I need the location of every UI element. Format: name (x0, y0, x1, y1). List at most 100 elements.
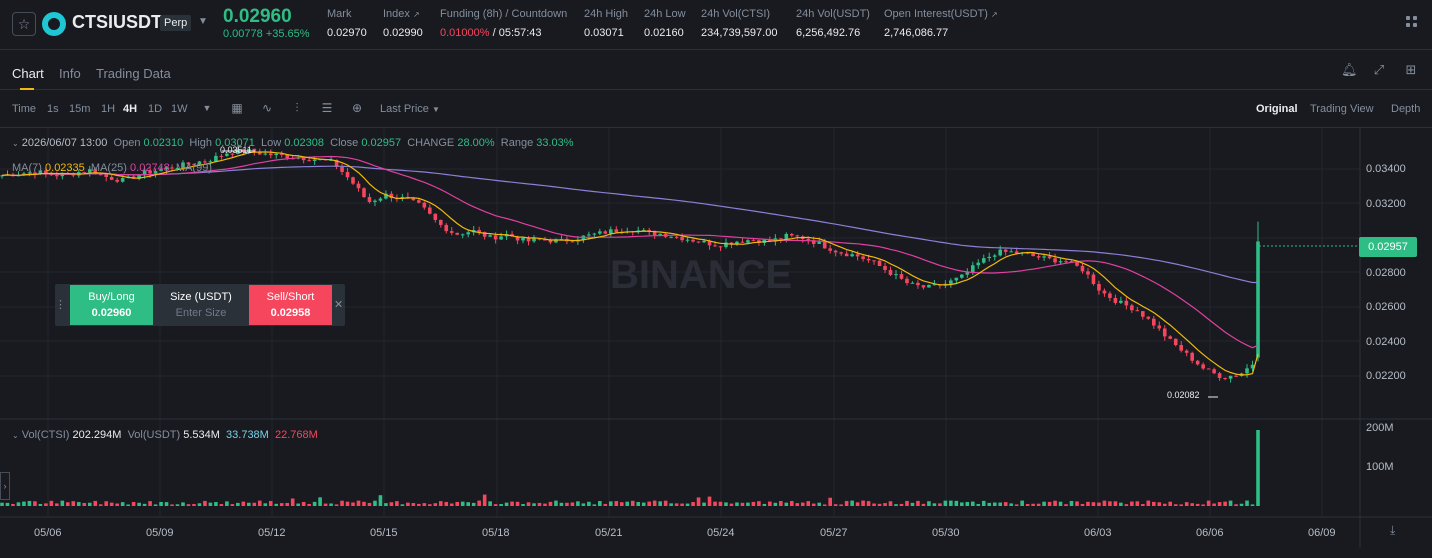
volume-bar (724, 502, 728, 506)
volume-bar (669, 503, 673, 506)
volume-bar (455, 501, 460, 506)
interval-4h[interactable]: 4H (123, 103, 138, 115)
vol-ma2-value: 22.768M (274, 429, 318, 441)
vol-usdt-label: Vol(USDT) (127, 429, 181, 441)
line-chart-icon[interactable]: ∿ (261, 101, 273, 115)
interval-1h[interactable]: 1H (101, 103, 116, 115)
volume-bar (82, 502, 87, 506)
candlestick-chart[interactable]: BINANCE (0, 128, 1432, 548)
candle-body (1058, 261, 1063, 263)
candle-body (543, 239, 547, 241)
symbol-name[interactable]: CTSIUSDT (72, 12, 162, 32)
candle-body (252, 148, 257, 153)
candles (0, 145, 1260, 383)
volume-bar (126, 504, 130, 506)
vol-usdt-value: 5.534M (183, 429, 220, 441)
volume-bar (230, 504, 235, 506)
active-tab-underline (20, 88, 34, 90)
candle-body (1036, 256, 1041, 258)
stat-value: 234,739,597.00 (701, 27, 778, 39)
more-grid-icon[interactable] (1406, 16, 1418, 28)
volume-bar (499, 504, 503, 506)
candle-body (384, 193, 388, 199)
volume-bar (1080, 503, 1085, 506)
favorite-star-icon[interactable]: ☆ (12, 12, 36, 36)
volume-bar (713, 501, 717, 506)
tab-chart[interactable]: Chart (12, 66, 44, 81)
volume-bar (1075, 501, 1079, 506)
candle-body (729, 242, 734, 245)
range-label: Range (500, 137, 534, 149)
candle-body (949, 280, 953, 284)
volume-bar (1173, 504, 1178, 506)
candle-body (877, 260, 882, 267)
volume-bar (22, 501, 26, 506)
view-original[interactable]: Original (1256, 103, 1298, 115)
candlestick-icon[interactable]: ⫶ (295, 101, 299, 115)
interval-1w[interactable]: 1W (171, 103, 188, 115)
stat-value: 0.03071 (584, 27, 624, 39)
view-trading-view[interactable]: Trading View (1310, 103, 1374, 115)
volume-bar (0, 502, 4, 506)
candle-body (488, 235, 492, 237)
interval-time[interactable]: Time (12, 103, 37, 115)
chevron-down-icon[interactable]: ▼ (198, 16, 208, 27)
volume-bar (98, 504, 103, 506)
tab-trading-data[interactable]: Trading Data (96, 66, 171, 81)
candle-body (784, 233, 789, 239)
volume-bar (866, 501, 871, 506)
volume-bar (910, 502, 915, 506)
expand-icon[interactable]: ⤢ (1373, 62, 1385, 77)
volume-bar (1168, 501, 1173, 506)
volume-bar (548, 501, 553, 506)
volume-bar (554, 500, 558, 506)
interval-1s[interactable]: 1s (47, 103, 59, 115)
candle-body (905, 278, 909, 284)
candle-body (1102, 290, 1107, 294)
interval-dropdown-icon[interactable]: ▼ (202, 103, 212, 113)
candle-body (850, 254, 854, 257)
volume-bar (609, 501, 613, 506)
candle-body (460, 234, 465, 236)
y-tick-label: 0.02400 (1366, 336, 1406, 348)
stat-open-interest[interactable]: Open Interest(USDT) ↗ 2,746,086.77 (884, 8, 998, 39)
volume-bar (746, 502, 750, 506)
stat-index[interactable]: Index ↗ 0.02990 (383, 8, 423, 39)
candle-body (806, 238, 811, 241)
candle-body (1256, 241, 1260, 358)
scroll-to-latest-icon[interactable]: ⤓ (1390, 523, 1396, 537)
layout-grid-icon[interactable]: ⊞ (1405, 62, 1417, 77)
volume-bar (976, 503, 981, 506)
expand-panel-icon[interactable]: › (0, 472, 10, 500)
volume-bar (981, 500, 986, 506)
buy-long-button[interactable]: Buy/Long 0.02960 (70, 285, 153, 325)
last-price: 0.02960 (223, 6, 292, 27)
sell-short-button[interactable]: Sell/Short 0.02958 (249, 285, 332, 325)
tab-info[interactable]: Info (59, 66, 81, 81)
bell-icon[interactable]: 🔔︎ (1341, 62, 1358, 77)
candle-body (22, 173, 26, 176)
candle-body (932, 284, 937, 286)
interval-15m[interactable]: 15m (69, 103, 91, 115)
volume-bar (274, 503, 279, 506)
plus-circle-icon[interactable]: ⊕ (351, 101, 363, 115)
volume-bar (927, 501, 931, 506)
close-icon[interactable]: ✕ (334, 299, 344, 311)
volume-bar (784, 502, 789, 506)
candle-body (866, 258, 871, 261)
volume-bar (680, 503, 684, 506)
candle-body (197, 161, 202, 165)
candle-body (27, 172, 32, 174)
indicator-settings-icon[interactable]: ☰ (321, 101, 333, 115)
volume-bar (428, 504, 432, 506)
price-type-select[interactable]: Last Price ▼ (380, 103, 440, 115)
size-input[interactable]: Size (USDT) Enter Size (154, 285, 248, 325)
calendar-icon[interactable]: ▦ (231, 101, 243, 115)
volume-bar (916, 500, 920, 506)
drag-handle-icon[interactable]: ⋮⋮ (55, 299, 77, 311)
x-tick-label: 05/12 (258, 527, 286, 539)
view-depth[interactable]: Depth (1391, 103, 1421, 115)
candle-body (1157, 325, 1162, 329)
interval-1d[interactable]: 1D (148, 103, 163, 115)
candle-body (1124, 300, 1129, 306)
